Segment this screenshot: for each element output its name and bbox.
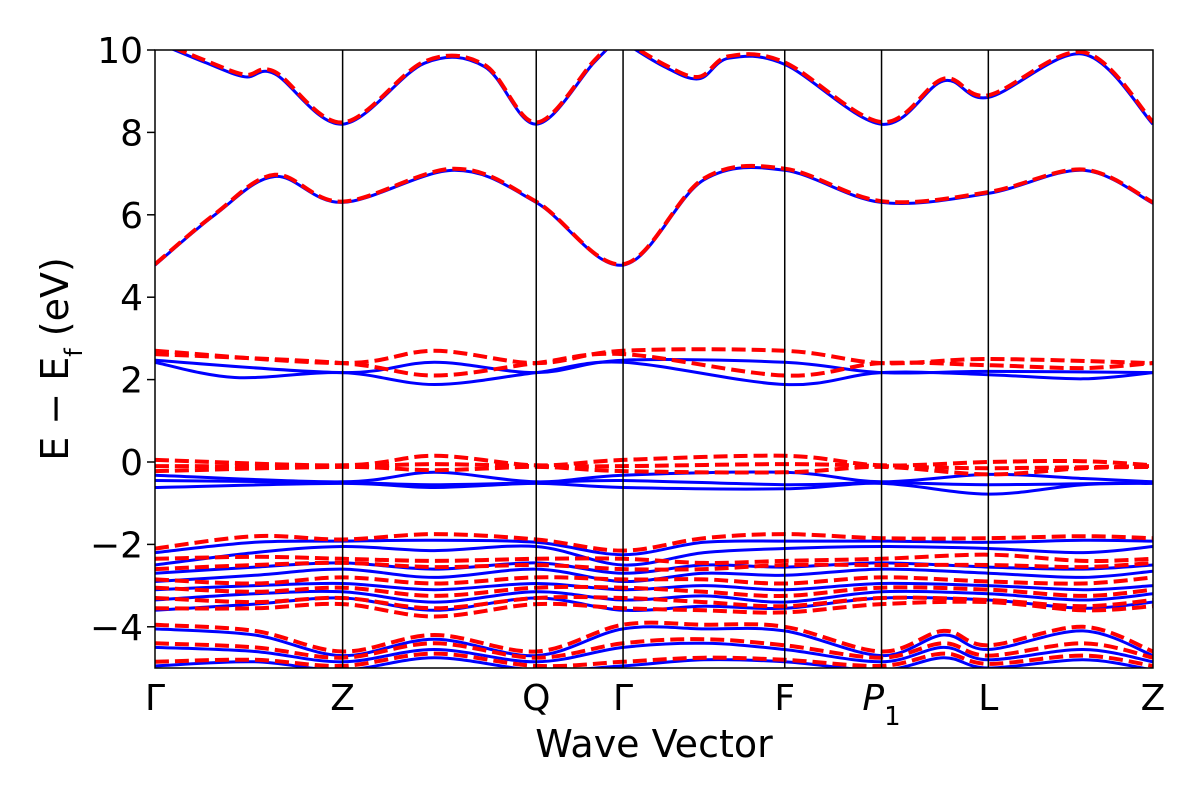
band-dashed-1: [155, 163, 1153, 267]
y-tick-label-4: 4: [120, 278, 143, 319]
x-tick-label-0: Γ: [145, 678, 165, 719]
band-dashed-3: [174, 50, 608, 125]
x-tick-label-6: L: [978, 678, 998, 719]
y-axis-label: E − Ef (eV): [33, 257, 88, 461]
band-dashed-31: [155, 620, 1153, 654]
x-axis-label: Wave Vector: [535, 722, 773, 766]
band-solid-0: [155, 165, 1153, 267]
band-lines: [155, 50, 1153, 668]
plot-frame: [154, 49, 1154, 669]
x-tick-label-1: Z: [330, 678, 355, 719]
y-tick-label-1: −2: [90, 525, 143, 566]
y-tick-label-5: 6: [120, 196, 143, 237]
band-dashed-9: [155, 351, 1153, 378]
x-tick-label-4: F: [774, 678, 795, 719]
band-dashed-23: [155, 575, 1153, 586]
y-ticks: −4 −2 0 2 4 6 8 10: [90, 31, 155, 649]
x-tick-label-3: Γ: [613, 678, 633, 719]
band-solid-4: [633, 50, 1153, 126]
x-tick-label-2: Q: [522, 678, 550, 719]
y-tick-label-3: 2: [120, 361, 143, 402]
x-tick-label-5: P1: [862, 678, 900, 732]
band-dashed-5: [635, 50, 1153, 125]
y-tick-label-2: 0: [120, 443, 143, 484]
y-axis-label-sub: f: [60, 348, 88, 357]
x-ticks: Γ Z Q Γ F P1 L Z: [145, 678, 1165, 732]
y-axis-label-main: E − E: [33, 357, 77, 461]
band-dashed-21: [155, 560, 1153, 572]
kpath-lines: [341, 50, 990, 668]
y-tick-label-6: 8: [120, 113, 143, 154]
y-axis-label-unit: (eV): [33, 257, 77, 348]
x-tick-label-7: Z: [1141, 678, 1166, 719]
band-solid-12: [155, 481, 1153, 496]
band-dashed-13: [155, 453, 1153, 468]
band-dashed-25: [155, 584, 1153, 598]
band-dashed-29: [155, 599, 1153, 619]
y-tick-label-0: −4: [90, 608, 143, 649]
band-dashed-17: [155, 532, 1153, 553]
band-dashed-27: [155, 595, 1153, 611]
band-dashed-15: [155, 464, 1153, 477]
y-tick-label-7: 10: [97, 31, 143, 72]
